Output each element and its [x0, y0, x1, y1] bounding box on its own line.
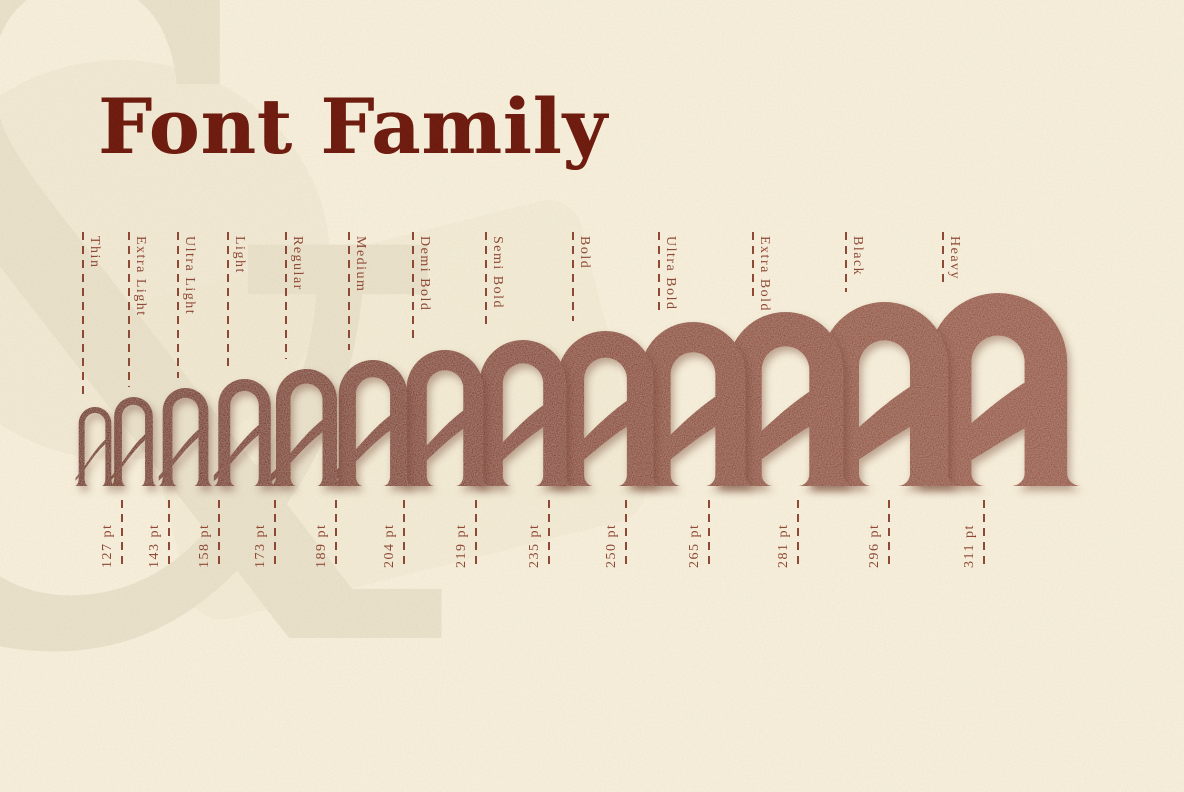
size-label-light: 173 pt [253, 523, 268, 568]
size-label-black: 296 pt [867, 523, 882, 568]
size-dash-extra-light [168, 500, 170, 566]
size-dash-regular [335, 500, 337, 566]
weight-dash-semi-bold [485, 232, 487, 330]
size-label-heavy: 311 pt [962, 524, 977, 568]
weight-dash-heavy [942, 232, 944, 283]
weight-label-bold: Bold [577, 236, 592, 270]
weight-label-medium: Medium [353, 236, 368, 293]
size-label-regular: 189 pt [314, 523, 329, 568]
size-dash-heavy [983, 500, 985, 566]
weight-dash-demi-bold [412, 232, 414, 340]
size-label-ultra-light: 158 pt [197, 523, 212, 568]
letter-a-light [213, 379, 276, 486]
weight-label-black: Black [850, 236, 865, 277]
letter-a-medium [332, 360, 414, 486]
size-label-semi-bold: 235 pt [527, 523, 542, 568]
size-label-extra-bold: 281 pt [776, 523, 791, 568]
size-label-ultra-bold: 265 pt [687, 523, 702, 568]
size-dash-demi-bold [475, 500, 477, 566]
weight-dash-ultra-bold [658, 232, 660, 312]
size-dash-light [274, 500, 276, 566]
size-label-medium: 204 pt [382, 523, 397, 568]
weight-dash-black [845, 232, 847, 292]
weight-label-thin: Thin [87, 236, 102, 269]
letter-a-extra-light [110, 397, 157, 486]
weight-label-ultra-light: Ultra Light [182, 236, 197, 316]
page-title: Font Family [98, 82, 608, 171]
size-label-demi-bold: 219 pt [454, 523, 469, 568]
letter-a-regular [270, 369, 343, 486]
weight-label-heavy: Heavy [947, 236, 962, 281]
size-dash-ultra-bold [708, 500, 710, 566]
size-dash-thin [121, 500, 123, 566]
weight-dash-extra-bold [752, 232, 754, 302]
weight-label-demi-bold: Demi Bold [417, 236, 432, 312]
size-dash-black [888, 500, 890, 566]
letter-a-thin [75, 407, 115, 486]
size-dash-medium [403, 500, 405, 566]
weight-dash-light [227, 232, 229, 369]
weight-dash-regular [285, 232, 287, 359]
size-dash-ultra-light [218, 500, 220, 566]
size-dash-bold [625, 500, 627, 566]
weight-dash-medium [348, 232, 350, 350]
weight-label-ultra-bold: Ultra Bold [663, 236, 678, 311]
size-dash-extra-bold [797, 500, 799, 566]
size-label-extra-light: 143 pt [147, 523, 162, 568]
weight-dash-bold [572, 232, 574, 321]
weight-dash-ultra-light [177, 232, 179, 378]
weight-label-light: Light [232, 236, 247, 274]
letter-a-ultra-light [158, 388, 213, 486]
weight-label-extra-bold: Extra Bold [757, 236, 772, 313]
size-label-thin: 127 pt [100, 523, 115, 568]
weight-dash-thin [82, 232, 84, 397]
weight-dash-extra-light [128, 232, 130, 387]
weight-label-semi-bold: Semi Bold [490, 236, 505, 310]
weight-label-regular: Regular [290, 236, 305, 291]
weight-label-extra-light: Extra Light [133, 236, 148, 317]
size-label-bold: 250 pt [604, 523, 619, 568]
size-dash-semi-bold [548, 500, 550, 566]
